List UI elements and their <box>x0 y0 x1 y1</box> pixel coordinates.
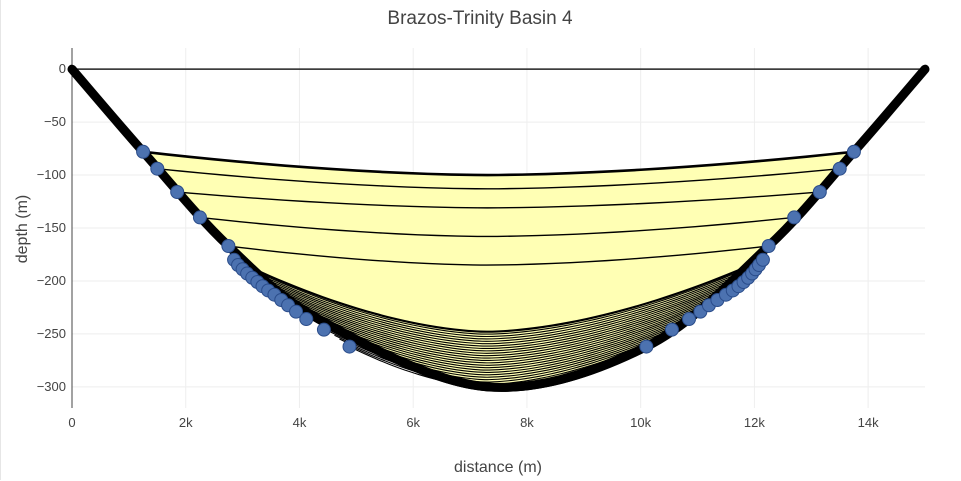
x-tick-label: 14k <box>858 415 879 430</box>
y-tick-label: −300 <box>37 379 66 394</box>
surface-line <box>177 191 820 209</box>
surface-line <box>253 274 743 342</box>
surface-line <box>304 312 693 366</box>
marker-point <box>136 144 151 159</box>
x-axis-ticks: 0 2k 4k 6k 8k 10k 12k 14k <box>68 415 879 430</box>
surface-line <box>157 168 840 190</box>
y-tick-label: −100 <box>37 167 66 182</box>
surface-line <box>258 278 738 345</box>
x-tick-label: 12k <box>744 415 765 430</box>
marker-point <box>192 210 207 225</box>
surface-line <box>233 258 764 333</box>
surface-lines <box>142 150 855 388</box>
marker-point <box>832 161 847 176</box>
marker-point <box>316 322 331 337</box>
surface-line <box>142 150 855 177</box>
surface-line <box>279 293 718 354</box>
x-tick-label: 10k <box>630 415 651 430</box>
y-tick-label: −250 <box>37 326 66 341</box>
surface-line <box>294 304 703 362</box>
marker-point <box>682 312 697 327</box>
marker-point <box>342 339 357 354</box>
surface-line <box>273 289 723 352</box>
y-tick-label: −50 <box>44 114 66 129</box>
zero-line <box>71 48 925 408</box>
surface-line <box>299 308 698 364</box>
surface-line <box>243 266 754 338</box>
surface-line <box>268 285 728 350</box>
surface-line <box>284 297 713 357</box>
y-tick-label: 0 <box>59 61 66 76</box>
marker-point <box>289 304 304 319</box>
marker-point <box>846 144 861 159</box>
marker-point <box>170 185 185 199</box>
chart-title: Brazos-Trinity Basin 4 <box>387 8 573 29</box>
surface-line <box>263 281 733 347</box>
y-tick-label: −200 <box>37 273 66 288</box>
marker-point <box>761 239 776 253</box>
x-tick-label: 6k <box>406 415 420 430</box>
marker-point <box>639 339 654 354</box>
surface-line <box>199 216 795 238</box>
marker-point <box>787 210 802 225</box>
surface-line <box>238 263 759 335</box>
surface-line <box>248 270 748 340</box>
x-axis-title: distance (m) <box>454 459 542 476</box>
marker-point <box>812 185 827 199</box>
marker-point <box>221 239 236 253</box>
marker-point <box>755 252 770 267</box>
y-axis-title: depth (m) <box>14 195 31 263</box>
marker-point <box>150 161 165 176</box>
x-tick-label: 8k <box>520 415 534 430</box>
marker-point <box>299 312 314 327</box>
x-tick-label: 0 <box>68 415 75 430</box>
x-tick-label: 4k <box>293 415 307 430</box>
x-tick-label: 2k <box>179 415 193 430</box>
surface-line <box>289 300 708 359</box>
surface-line <box>228 245 769 266</box>
marker-points <box>136 144 861 354</box>
y-axis-ticks: 0 −50 −100 −150 −200 −250 −300 <box>37 61 66 394</box>
y-tick-label: −150 <box>37 220 66 235</box>
marker-point <box>664 322 679 337</box>
